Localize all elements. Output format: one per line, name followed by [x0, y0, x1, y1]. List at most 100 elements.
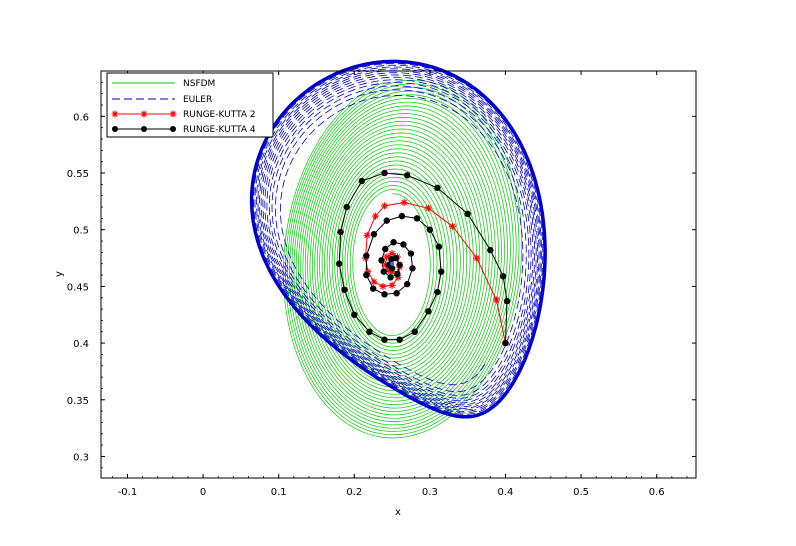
rk4-point: [503, 297, 511, 305]
rk2-point: [379, 282, 387, 290]
rk4-point: [388, 265, 396, 272]
x-tick-label: 0.5: [573, 487, 589, 498]
legend-marker: [169, 110, 177, 118]
legend-box: [106, 72, 274, 138]
rk4-point: [407, 250, 415, 257]
rk4-point: [369, 285, 377, 292]
rk4-point: [411, 328, 418, 335]
rk4-point: [387, 274, 394, 281]
equilibrium-point: [390, 261, 395, 266]
rk2-point: [384, 267, 392, 275]
series-line-rk2: [365, 201, 506, 344]
rk4-point: [383, 217, 390, 224]
x-tick-label: 0.6: [649, 487, 665, 498]
rk4-point: [396, 261, 403, 269]
legend-marker: [111, 110, 119, 118]
rk4-point: [335, 260, 343, 267]
rk4-point: [390, 238, 397, 246]
legend-label: EULER: [183, 95, 212, 105]
x-tick-label: 0.3: [422, 487, 438, 498]
rk4-point: [500, 273, 507, 280]
x-tick-label: 0.1: [271, 487, 287, 498]
legend-label: NSFDM: [183, 79, 215, 89]
x-tick-label: 0.2: [346, 487, 362, 498]
rk4-point: [396, 336, 403, 343]
rk4-point: [434, 288, 441, 296]
x-tick-label: -0.1: [118, 487, 138, 498]
rk2-point: [388, 250, 396, 258]
rk4-point: [435, 243, 443, 250]
rk4-point: [403, 172, 411, 179]
y-tick-label: 0.35: [67, 396, 89, 407]
series-layer: [249, 59, 547, 439]
rk4-point: [341, 286, 348, 294]
rk4-point: [413, 215, 421, 222]
rk4-point: [351, 311, 358, 318]
rk4-point: [425, 308, 432, 315]
ticks-layer: -0.1 0 0.1 0.2 0.3 0.4 0.5 0.6 0.3 0.35 0.4 0.45 0.5…: [67, 71, 696, 498]
rk4-point: [378, 257, 385, 264]
rk4-point: [343, 203, 350, 211]
rk4-point: [382, 245, 389, 253]
rk4-point: [464, 210, 471, 218]
rk4-point: [363, 271, 370, 279]
rk4-point: [394, 270, 401, 278]
rk2-point: [363, 231, 371, 239]
legend-marker: [112, 126, 118, 132]
y-tick-label: 0.45: [67, 282, 89, 293]
rk4-point: [393, 290, 400, 297]
rk4-point: [438, 268, 445, 275]
y-tick-label: 0.4: [73, 339, 89, 350]
y-tick-label: 0.55: [67, 169, 89, 180]
legend-label: RUNGE-KUTTA 4: [183, 125, 256, 135]
y-tick-label: 0.5: [73, 226, 89, 237]
rk2-point: [388, 268, 396, 276]
y-tick-label: 0.3: [73, 452, 89, 463]
markers-layer: [335, 169, 511, 347]
legend-marker: [140, 110, 148, 118]
rk2-point: [424, 204, 432, 212]
rk2-point: [383, 253, 391, 261]
rk4-point: [363, 252, 370, 259]
rk4-point: [381, 291, 388, 298]
rk4-point: [358, 177, 366, 185]
plot-frame: [100, 70, 697, 479]
rk2-point: [492, 296, 500, 304]
x-axis-label: x: [395, 507, 401, 518]
rk2-point: [381, 202, 389, 210]
series-line-euler: [251, 61, 546, 417]
euler-limit-cycle: [249, 59, 547, 419]
y-tick-label: 0.6: [73, 112, 89, 123]
x-tick-label: 0.4: [498, 487, 514, 498]
legend-marker: [141, 126, 147, 132]
rk4-point: [388, 255, 395, 263]
rk4-point: [337, 228, 344, 236]
y-axis-label: y: [54, 271, 65, 277]
rk2-point: [394, 273, 402, 281]
rk4-point: [409, 265, 416, 272]
rk4-point: [403, 280, 411, 288]
rk4-point: [366, 328, 373, 335]
rk2-point: [400, 199, 408, 207]
rk2-point: [449, 222, 457, 230]
x-tick-label: 0: [200, 487, 206, 498]
rk2-point: [370, 278, 378, 286]
series-line-nsfdm: [283, 79, 523, 439]
rk4-point: [400, 241, 407, 248]
legend-label: RUNGE-KUTTA 2: [183, 110, 256, 120]
rk4-point: [370, 231, 378, 238]
rk4-point: [434, 184, 441, 191]
legend-marker: [170, 126, 176, 132]
rk4-point: [380, 268, 387, 275]
rk2-point: [371, 212, 379, 220]
rk4-point: [381, 169, 388, 177]
rk4-point: [398, 212, 406, 220]
rk2-point: [473, 254, 481, 262]
rk2-point: [381, 261, 389, 269]
rk4-point: [502, 339, 509, 347]
legend: NSFDM EULER RUNGE-KUTTA 2 RUNGE-KUTTA 4: [106, 72, 274, 138]
rk2-point: [388, 281, 396, 289]
rk2-point: [364, 268, 372, 276]
rk4-point: [487, 246, 494, 254]
